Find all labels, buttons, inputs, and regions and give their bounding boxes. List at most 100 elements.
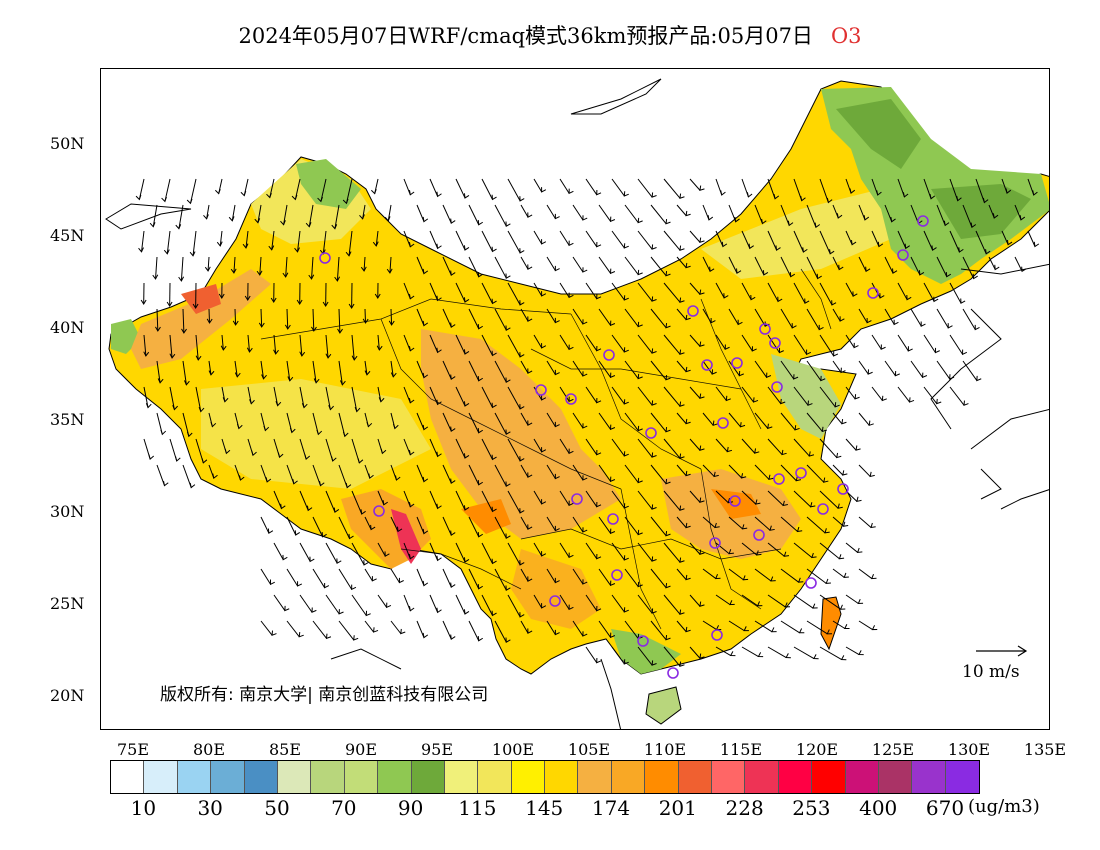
wind-arrow <box>845 646 860 655</box>
wind-arrow-head <box>756 601 763 607</box>
wind-arrow-head <box>756 550 762 556</box>
wind-arrow-head <box>623 243 629 249</box>
wind-arrow-head <box>354 406 361 413</box>
wind-arrow-head <box>422 580 429 587</box>
wind-arrow-head <box>839 604 846 610</box>
wind-arrow-head <box>685 262 691 269</box>
colorbar-swatch <box>878 761 913 793</box>
wind-arrow <box>702 308 712 323</box>
wind-arrow-head <box>505 221 511 228</box>
wind-arrow-head <box>709 266 715 273</box>
wind-arrow <box>559 542 570 558</box>
wind-arrow <box>832 308 841 322</box>
wind-arrow <box>403 282 411 299</box>
wind-arrow-head <box>685 470 691 477</box>
wind-arrow-head <box>359 214 365 220</box>
wind-arrow-head <box>853 342 859 349</box>
wind-arrow-head <box>505 429 511 436</box>
colorbar-swatch <box>578 761 612 793</box>
wind-arrow-head <box>204 266 211 272</box>
wind-arrow-head <box>729 651 736 657</box>
wind-arrow-head <box>408 190 415 196</box>
city-marker <box>753 529 765 541</box>
wind-arrow-head <box>826 629 832 635</box>
wind-arrow-head <box>685 366 691 373</box>
colorbar-swatch <box>778 761 813 793</box>
wind-arrow-head <box>960 298 966 305</box>
wind-arrow-head <box>651 608 657 614</box>
wind-arrow-head <box>823 477 829 483</box>
wind-arrow <box>637 386 653 406</box>
wind-arrow <box>611 542 625 561</box>
wind-arrow <box>650 516 667 537</box>
wind-arrow-head <box>907 346 913 352</box>
wind-arrow-head <box>527 264 533 270</box>
wind-arrow <box>936 256 948 277</box>
wind-arrow <box>910 308 922 327</box>
wind-arrow-head <box>325 353 332 359</box>
wind-arrow-head <box>505 481 511 488</box>
wind-arrow <box>884 308 895 325</box>
wind-arrow <box>572 620 584 637</box>
wind-arrow <box>715 542 730 555</box>
wind-arrow-head <box>936 398 942 405</box>
wind-arrow-head <box>679 193 685 199</box>
wind-arrow-head <box>397 526 403 533</box>
wind-arrow <box>611 490 625 509</box>
city-marker <box>837 483 849 495</box>
wind-arrow-head <box>175 224 182 230</box>
wind-arrow-head <box>699 185 705 191</box>
wind-arrow-head <box>505 637 511 644</box>
colorbar-swatch <box>277 761 312 793</box>
wind-arrow-head <box>266 192 272 199</box>
wind-arrow-head <box>340 380 346 386</box>
wind-arrow <box>637 594 653 614</box>
wind-arrow-head <box>771 627 777 633</box>
wind-arrow-head <box>505 533 511 540</box>
wind-arrow <box>533 178 543 193</box>
wind-arrow <box>585 438 598 455</box>
wind-arrow <box>806 516 826 534</box>
wind-arrow <box>481 542 493 564</box>
wind-arrow <box>663 282 681 303</box>
wind-arrow-head <box>596 553 602 560</box>
wind-arrow-head <box>865 266 871 273</box>
wind-arrow <box>468 516 480 537</box>
wind-arrow <box>273 542 284 560</box>
wind-arrow-head <box>824 528 830 534</box>
wind-arrow <box>832 516 844 527</box>
wind-arrow <box>897 334 909 352</box>
lon-label-115e: 115E <box>719 740 763 759</box>
colorbar-unit: (ug/m3) <box>968 796 1040 817</box>
wind-arrow <box>206 204 210 219</box>
wind-arrow-head <box>609 528 616 535</box>
wind-arrow <box>585 542 598 559</box>
wind-arrow-head <box>770 576 776 582</box>
wind-arrow <box>442 308 452 328</box>
wind-arrow <box>715 594 731 606</box>
wind-arrow <box>923 282 935 302</box>
wind-arrow <box>208 308 211 324</box>
wind-arrow <box>325 334 329 358</box>
wind-arrow <box>390 308 393 326</box>
wind-arrow-head <box>568 344 574 351</box>
wind-arrow-head <box>836 452 842 459</box>
wind-arrow-head <box>178 276 185 282</box>
wind-arrow-head <box>748 243 754 250</box>
wind-arrow <box>858 620 873 630</box>
wind-arrow-head <box>436 503 442 510</box>
wind-arrow <box>663 386 681 407</box>
wind-arrow <box>481 438 493 460</box>
wind-arrow-head <box>609 476 616 483</box>
wind-arrow-head <box>463 557 470 563</box>
wind-arrow-head <box>218 293 225 299</box>
wind-arrow <box>231 204 236 221</box>
wind-arrow-head <box>985 249 991 255</box>
wind-arrow <box>559 594 570 610</box>
wind-arrow <box>429 594 439 613</box>
wind-arrow-head <box>829 249 835 255</box>
wind-arrow-head <box>934 347 940 354</box>
wind-arrow-head <box>724 344 730 351</box>
wind-arrow-head <box>568 292 574 299</box>
colorbar-label: 115 <box>458 796 497 820</box>
